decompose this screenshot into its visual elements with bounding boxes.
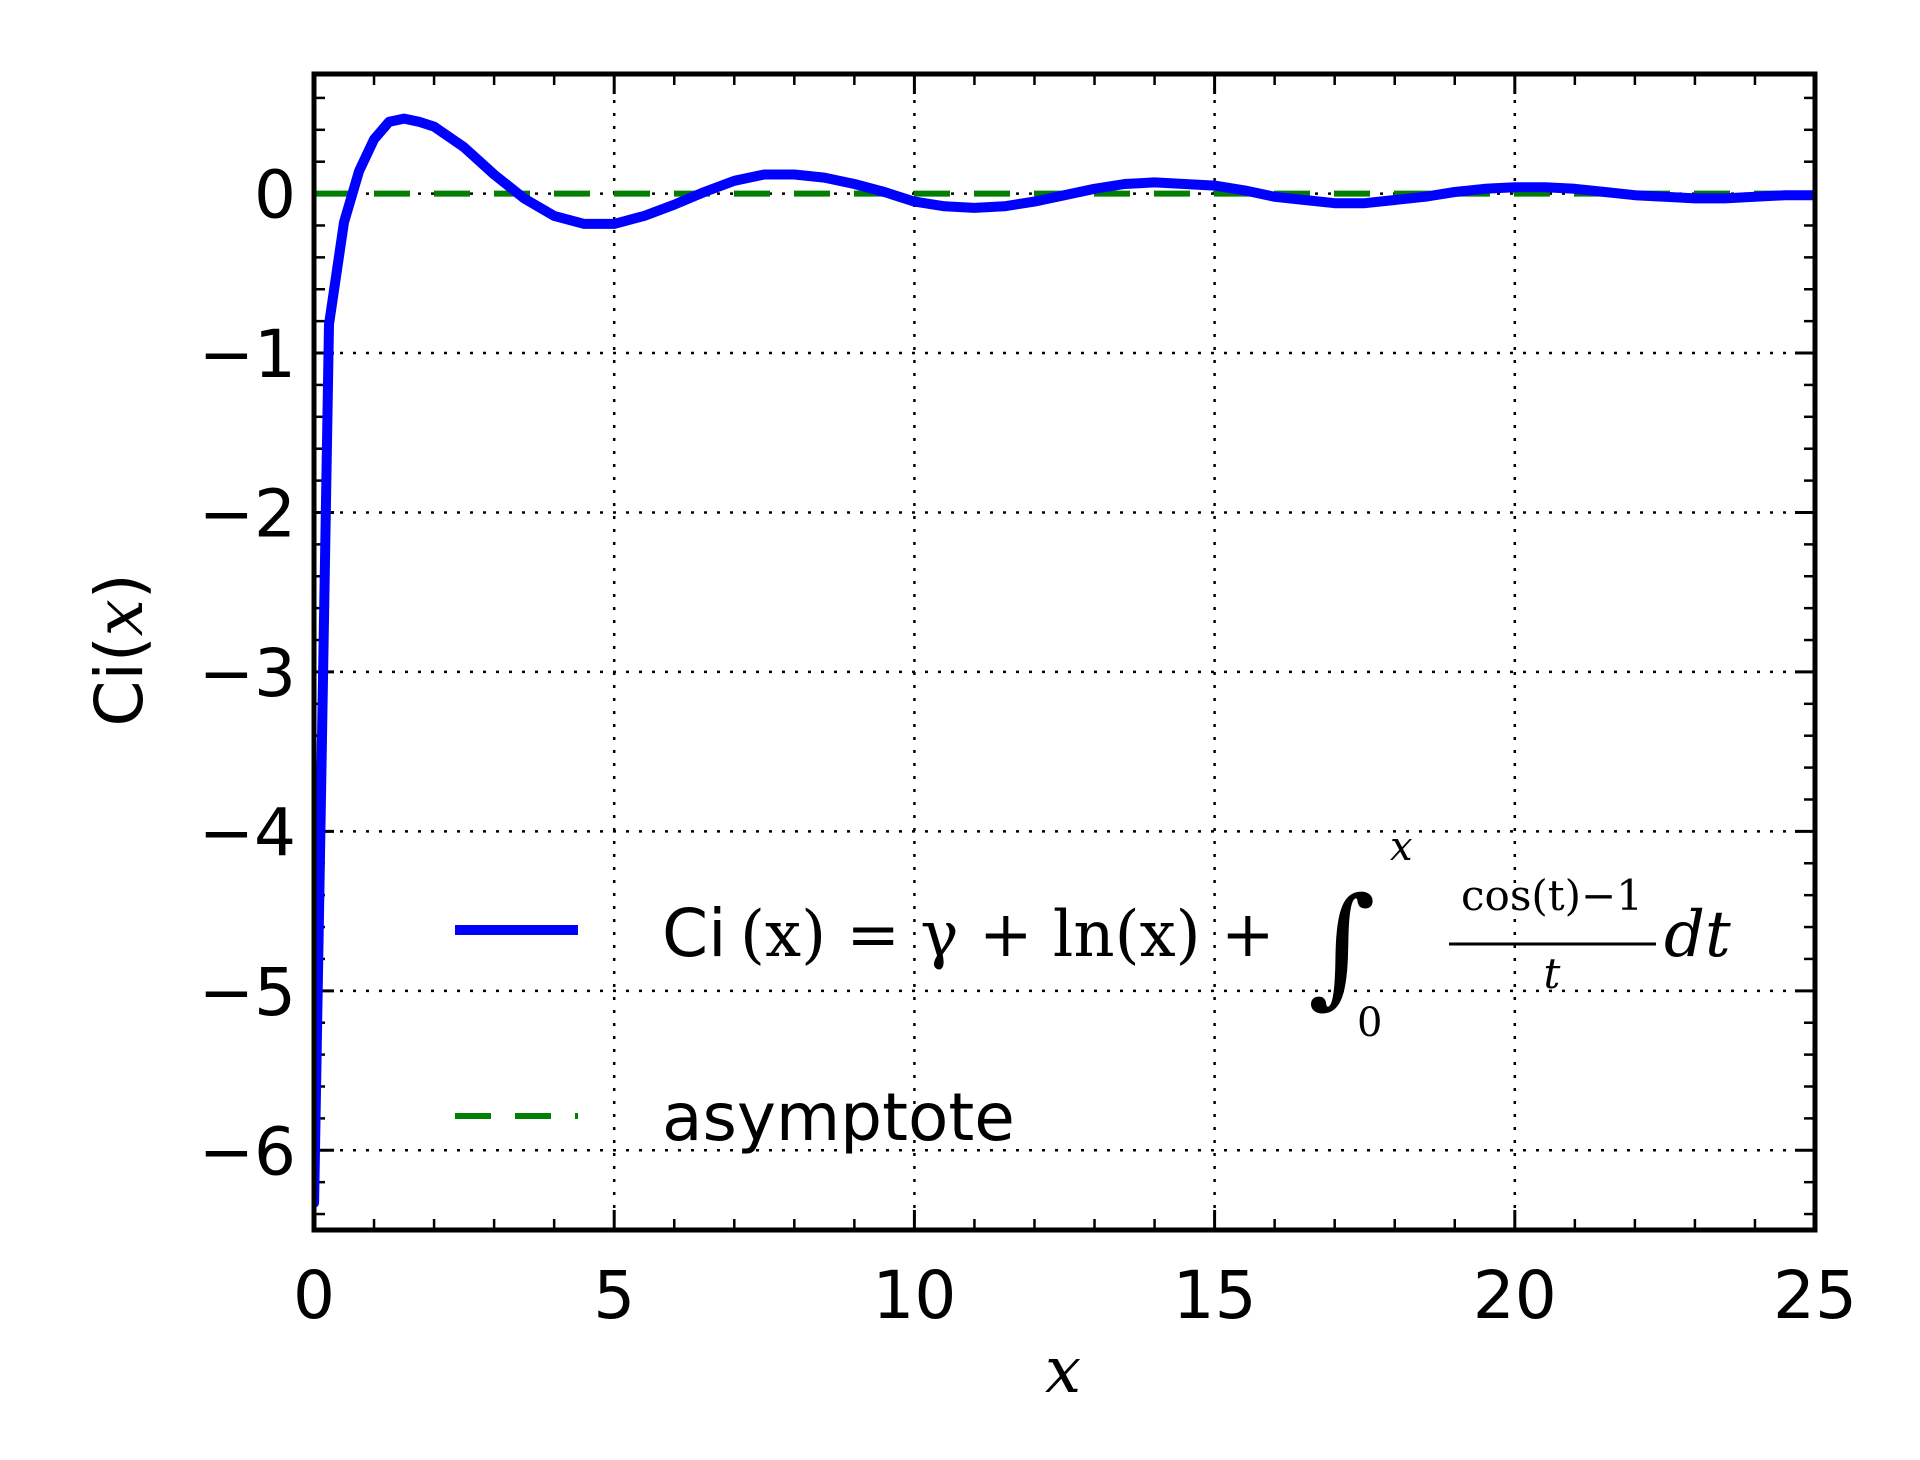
x-tick-label: 15	[1173, 1257, 1257, 1334]
y-tick-label: −6	[199, 1113, 296, 1190]
y-tick-labels: 0 −1 −2 −3 −4 −5 −6	[199, 157, 296, 1191]
y-tick-label: 0	[254, 157, 296, 234]
y-tick-label: −3	[199, 635, 296, 712]
x-tick-label: 25	[1773, 1257, 1857, 1334]
legend-label-ci-lhs: (x) = γ + ln(x) +	[740, 898, 1275, 972]
y-tick-label: −1	[199, 316, 296, 393]
plot-frame	[311, 71, 1818, 1233]
y-axis-label: Ci(x)	[81, 573, 158, 726]
series-ci-line	[314, 113, 1815, 1208]
x-axis-label: x	[1045, 1334, 1081, 1408]
legend-label-ci-name: Ci	[662, 895, 726, 972]
legend-integral-upper: x	[1390, 824, 1413, 870]
x-tick-label: 20	[1473, 1257, 1557, 1334]
legend-label-dt: dt	[1664, 898, 1731, 972]
x-tick-label: 10	[872, 1257, 956, 1334]
y-axis-label-var: x	[81, 599, 158, 636]
y-axis-label-prefix: Ci(	[81, 636, 158, 726]
y-axis-label-suffix: )	[81, 573, 158, 599]
x-tick-label: 5	[593, 1257, 635, 1334]
legend-label-asymptote: asymptote	[662, 1079, 1015, 1156]
grid	[314, 74, 1815, 1230]
y-tick-label: −4	[199, 794, 296, 871]
x-tick-label: 0	[293, 1257, 335, 1334]
y-tick-label: −2	[199, 475, 296, 552]
legend-integral-lower: 0	[1357, 1000, 1382, 1046]
legend-fraction-numerator: cos(t)−1	[1461, 871, 1643, 920]
x-tick-labels: 0 5 10 15 20 25	[293, 1257, 1857, 1334]
series-layer	[314, 113, 1815, 1208]
legend: Ci (x) = γ + ln(x) + ∫ x 0 cos(t)−1 t dt…	[455, 824, 1731, 1156]
legend-label-ci: Ci (x) = γ + ln(x) + ∫ x 0 cos(t)−1 t dt	[662, 824, 1731, 1046]
legend-integral-sign: ∫	[1308, 869, 1376, 1021]
y-tick-label: −5	[199, 954, 296, 1031]
legend-fraction-denominator: t	[1544, 949, 1561, 998]
